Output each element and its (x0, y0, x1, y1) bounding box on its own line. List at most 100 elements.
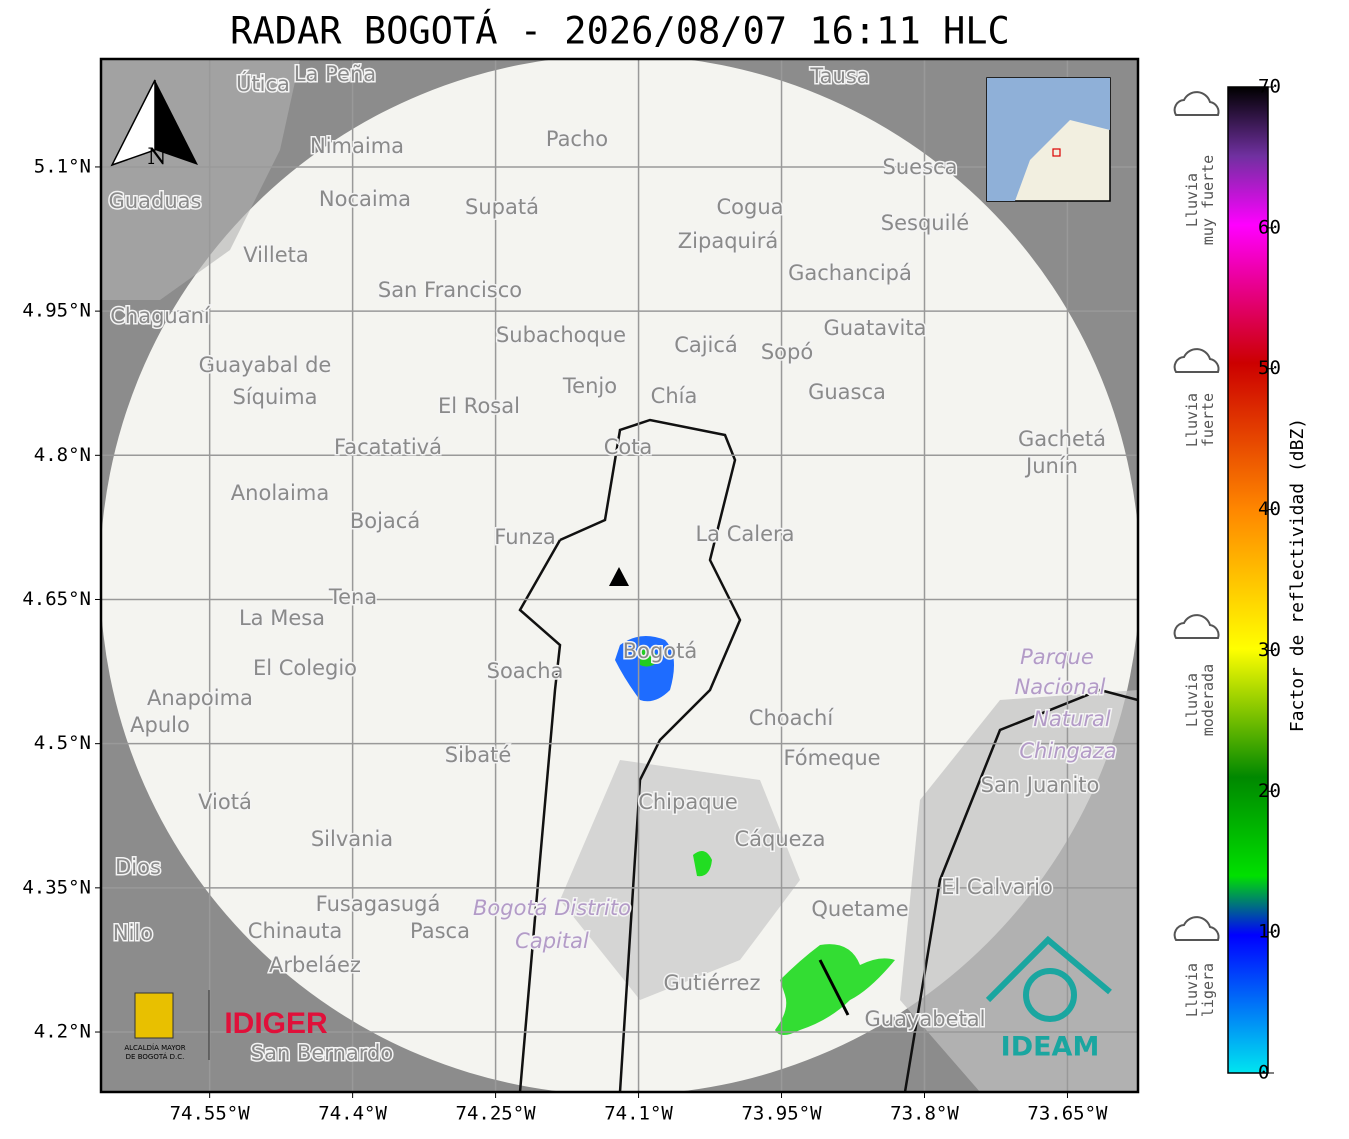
place-label: Tausa (809, 64, 869, 88)
place-label: Viotá (198, 790, 252, 814)
place-label: Facatativá (334, 435, 442, 459)
y-tick-label: 4.5°N (34, 732, 91, 754)
x-tick-label: 73.8°W (890, 1103, 959, 1125)
y-tick-label: 5.1°N (34, 155, 91, 177)
place-label: Útica (236, 71, 290, 96)
place-label: Soacha (487, 659, 564, 683)
colorbar-label: Factor de reflectividad (dBZ) (1287, 418, 1308, 732)
ideam-logo (1023, 968, 1077, 1022)
colorbar (1227, 86, 1269, 1074)
north-label: N (147, 145, 166, 170)
place-label: Zipaquirá (678, 229, 778, 253)
place-label: Chía (651, 384, 698, 408)
place-label: Síquima (233, 385, 318, 409)
map-area: Útica La Peña Tausa Pacho Nimaima Suesca Guadu… (101, 59, 1138, 1092)
place-label: Cogua (716, 195, 783, 219)
place-label: Fómeque (783, 746, 880, 770)
radar-echo (640, 649, 660, 667)
place-label: Chingaza (1019, 739, 1116, 763)
place-label: Capital (515, 929, 589, 953)
radar-site (609, 567, 629, 586)
place-label: Bogotá (623, 639, 698, 663)
place-label: Anapoima (147, 686, 253, 710)
place-label: La Peña (294, 62, 376, 86)
y-tick-label: 4.8°N (34, 444, 91, 466)
radar-echo (615, 636, 674, 702)
place-label: Chaguaní (110, 304, 211, 328)
place-label: Funza (494, 525, 555, 549)
terrain (900, 690, 1138, 1092)
place-label: La Calera (695, 522, 794, 546)
y-tick-label: 4.95°N (22, 300, 91, 322)
place-label: Chipaque (638, 790, 738, 814)
place-label: Tenjo (562, 374, 617, 398)
places: Útica La Peña Tausa Pacho Nimaima Suesca Guadu… (107, 61, 1118, 1067)
place-label: Guayabetal (865, 1007, 986, 1031)
place-label: Nilo (113, 921, 153, 945)
legend-label: ligera (1199, 963, 1217, 1017)
place-label: Bojacá (350, 509, 420, 533)
place-label: Silvania (311, 827, 393, 851)
place-label: Guasca (808, 380, 886, 404)
y-tick-label: 4.65°N (22, 588, 91, 610)
boundary (518, 418, 742, 1092)
legend-label: fuerte (1199, 393, 1217, 447)
y-tick-label: 4.2°N (34, 1021, 91, 1043)
place-label: Guayabal de (199, 353, 332, 377)
place-label: Nocaima (319, 187, 411, 211)
place-label: Gachetá (1018, 427, 1106, 451)
x-tick-label: 74.25°W (456, 1103, 537, 1125)
place-label: Parque (1020, 645, 1094, 669)
place-label: Supatá (465, 195, 539, 219)
legend-icon (1173, 348, 1220, 373)
north-arrow (155, 80, 198, 165)
place-label: El Colegio (253, 656, 357, 680)
inset-sea (987, 78, 1110, 201)
place-label: San Juanito (981, 773, 1100, 797)
colorbar-tick-label: 40 (1258, 498, 1281, 520)
legend-label: Lluvia (1183, 173, 1201, 227)
x-tick-label: 73.95°W (741, 1103, 822, 1125)
place-label: Guaduas (109, 189, 202, 213)
colorbar-tick-label: 20 (1258, 780, 1281, 802)
place-label: El Calvario (941, 875, 1053, 899)
place-label: Suesca (883, 155, 958, 179)
place-label: Gutiérrez (664, 971, 761, 995)
place-label: Junín (1024, 454, 1078, 478)
place-label: Pasca (410, 919, 470, 943)
place-label: Choachí (749, 706, 835, 730)
place-label: Pacho (546, 127, 608, 151)
place-label: Nimaima (310, 134, 404, 158)
place-label: Quetame (811, 897, 908, 921)
colorbar-tick-label: 70 (1258, 76, 1281, 98)
place-label: Subachoque (496, 323, 626, 347)
legend-label: Lluvia (1183, 673, 1201, 727)
x-tick-label: 74.55°W (170, 1103, 251, 1125)
title: RADAR BOGOTÁ - 2026/08/07 16:11 HLC (230, 9, 1010, 53)
place-label: Arbeláez (269, 953, 361, 977)
place-label: Sesquilé (881, 211, 969, 235)
place-label: San Francisco (378, 278, 522, 302)
boundary (903, 688, 1138, 1092)
ideam-logo (985, 935, 1112, 1003)
logo-text: DE BOGOTÁ D.C. (126, 1052, 185, 1061)
x-tick-label: 74.1°W (604, 1103, 673, 1125)
colorbar-tick-label: 50 (1258, 357, 1281, 379)
legend-label: moderada (1199, 664, 1217, 736)
place-label: El Rosal (438, 394, 520, 418)
radar-echo (693, 851, 712, 877)
place-label: Villeta (243, 243, 308, 267)
place-label: Cajicá (674, 333, 738, 357)
legend-label: muy fuerte (1199, 155, 1217, 245)
logo-text: IDIGER (224, 1007, 328, 1040)
place-label: Natural (1033, 707, 1111, 731)
x-tick-label: 74.4°W (318, 1103, 387, 1125)
echo-line (818, 959, 850, 1016)
place-label: La Mesa (239, 606, 325, 630)
inset-marker (1052, 148, 1061, 157)
colorbar-tick-label: 60 (1258, 216, 1281, 238)
place-label: Tena (328, 585, 377, 609)
place-label: Sopó (761, 340, 813, 364)
